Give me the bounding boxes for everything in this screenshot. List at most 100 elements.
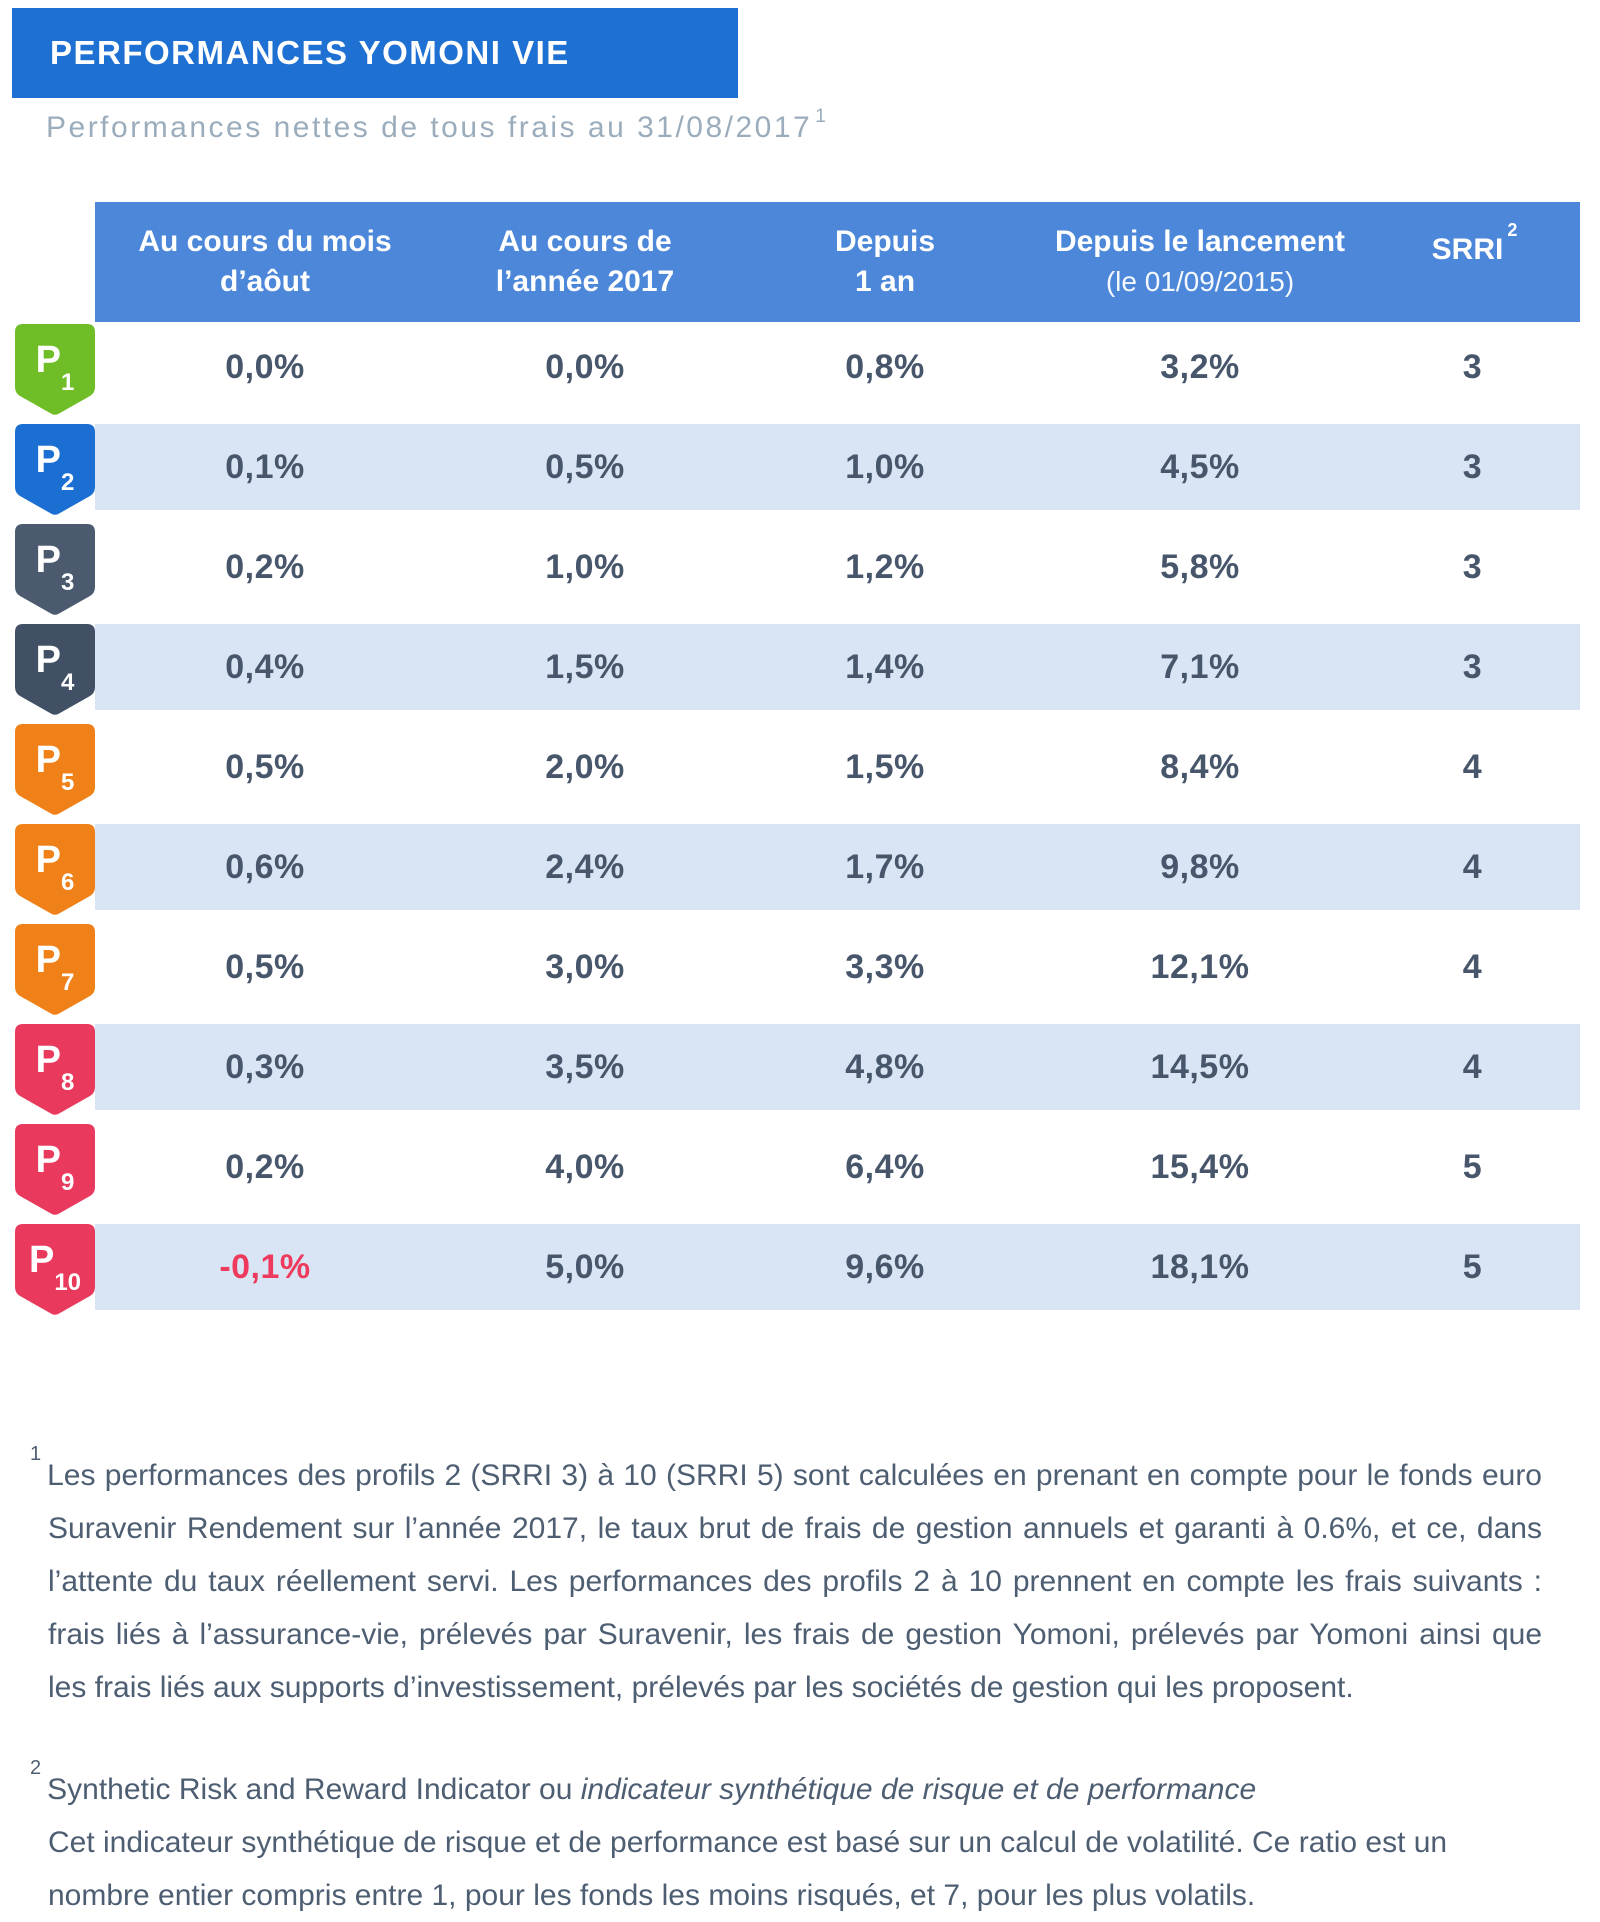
cell-ytd: 4,0% — [545, 1147, 625, 1186]
cell-srri: 4 — [1462, 947, 1483, 986]
cell-month: 0,0% — [225, 347, 305, 386]
cell-srri: 3 — [1462, 547, 1483, 586]
cell-ytd: 5,0% — [545, 1247, 625, 1286]
cell-month: 0,1% — [225, 447, 305, 486]
footnote-1: 1Les performances des profils 2 (SRRI 3)… — [30, 1442, 1542, 1714]
cell-since-launch: 14,5% — [1150, 1047, 1250, 1086]
subtitle-footnote-ref: 1 — [815, 106, 826, 127]
cell-1year: 1,7% — [845, 847, 925, 886]
cell-srri: 5 — [1462, 1147, 1483, 1186]
cell-month: 0,3% — [225, 1047, 305, 1086]
cell-since-launch: 15,4% — [1150, 1147, 1250, 1186]
footnote-1-ref: 1 — [30, 1443, 42, 1465]
cell-srri: 4 — [1462, 1047, 1483, 1086]
footnote-2-ref: 2 — [30, 1757, 42, 1779]
footnote-2: 2Synthetic Risk and Reward Indicator ou … — [30, 1756, 1542, 1922]
cell-srri: 4 — [1462, 747, 1483, 786]
column-header-srri: SRRI2 — [1431, 220, 1518, 266]
cell-1year: 6,4% — [845, 1147, 925, 1186]
profile-badge-label: P 10 — [28, 1239, 82, 1296]
cell-since-launch: 4,5% — [1160, 447, 1240, 486]
cell-1year: 1,0% — [845, 447, 925, 486]
cell-since-launch: 12,1% — [1150, 947, 1250, 986]
table-header-row: Au cours du mois d’aôut Au cours de l’an… — [95, 202, 1580, 322]
footnotes: 1Les performances des profils 2 (SRRI 3)… — [30, 1442, 1542, 1922]
title-banner: PERFORMANCES YOMONI VIE — [12, 8, 738, 98]
cell-month: 0,4% — [225, 647, 305, 686]
cell-1year: 0,8% — [845, 347, 925, 386]
cell-ytd: 3,5% — [545, 1047, 625, 1086]
cell-month: -0,1% — [219, 1247, 311, 1286]
cell-since-launch: 8,4% — [1160, 747, 1240, 786]
cell-1year: 3,3% — [845, 947, 925, 986]
shield-icon — [15, 924, 95, 1015]
shield-icon — [15, 1024, 95, 1115]
cell-month: 0,5% — [225, 747, 305, 786]
shield-icon — [15, 824, 95, 915]
cell-since-launch: 5,8% — [1160, 547, 1240, 586]
cell-ytd: 0,0% — [545, 347, 625, 386]
shield-icon — [15, 1124, 95, 1215]
cell-month: 0,5% — [225, 947, 305, 986]
table-row: P 10 -0,1% 5,0% 9,6% 18,1% 5 — [15, 1222, 1580, 1322]
cell-since-launch: 3,2% — [1160, 347, 1240, 386]
performance-table: Au cours du mois d’aôut Au cours de l’an… — [15, 202, 1580, 1322]
subtitle: Performances nettes de tous frais au 31/… — [46, 106, 826, 145]
cell-srri: 3 — [1462, 447, 1483, 486]
cell-ytd: 1,5% — [545, 647, 625, 686]
cell-since-launch: 18,1% — [1150, 1247, 1250, 1286]
subtitle-text: Performances nettes de tous frais au 31/… — [46, 111, 813, 144]
cell-srri: 3 — [1462, 647, 1483, 686]
shield-icon — [15, 724, 95, 815]
cell-month: 0,2% — [225, 547, 305, 586]
cell-srri: 4 — [1462, 847, 1483, 886]
shield-icon — [15, 524, 95, 615]
cell-since-launch: 9,8% — [1160, 847, 1240, 886]
cell-ytd: 0,5% — [545, 447, 625, 486]
srri-footnote-ref: 2 — [1507, 220, 1518, 240]
cell-1year: 9,6% — [845, 1247, 925, 1286]
profile-badge: P 10 — [15, 1224, 95, 1316]
cell-1year: 1,5% — [845, 747, 925, 786]
footnote-2-lead-italic: indicateur synthétique de risque et de p… — [580, 1773, 1257, 1806]
column-header-ytd: Au cours de l’année 2017 — [495, 225, 675, 298]
column-header-1year: Depuis 1 an — [834, 225, 936, 298]
cell-1year: 1,4% — [845, 647, 925, 686]
cell-ytd: 3,0% — [545, 947, 625, 986]
shield-icon — [15, 624, 95, 715]
shield-icon — [15, 424, 95, 515]
footnote-2-body: Cet indicateur synthétique de risque et … — [48, 1826, 1448, 1912]
shield-icon — [15, 324, 95, 415]
cell-ytd: 1,0% — [545, 547, 625, 586]
shield-icon — [15, 1224, 95, 1315]
cell-ytd: 2,4% — [545, 847, 625, 886]
cell-month: 0,2% — [225, 1147, 305, 1186]
cell-srri: 3 — [1462, 347, 1483, 386]
cell-srri: 5 — [1462, 1247, 1483, 1286]
